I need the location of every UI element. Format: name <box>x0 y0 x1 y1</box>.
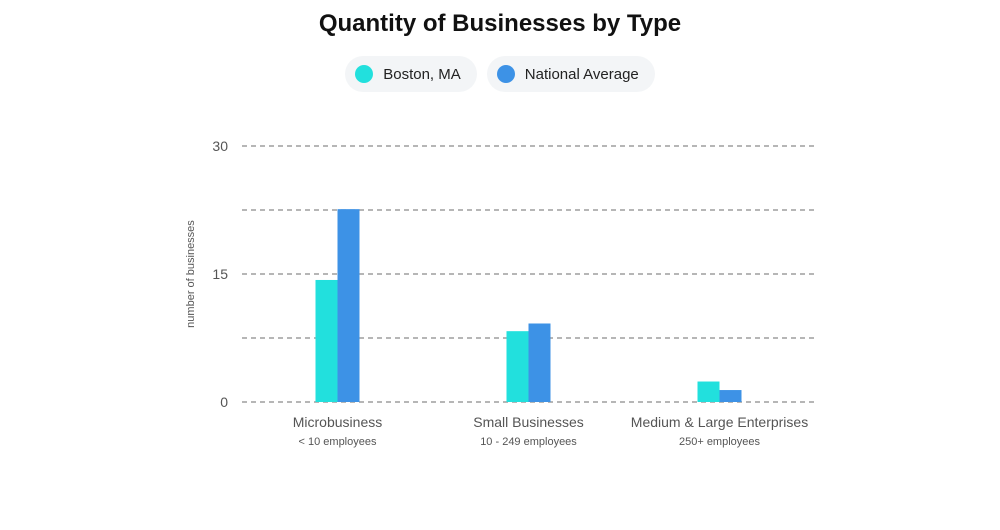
legend: Boston, MA National Average <box>0 56 1000 92</box>
x-category-label: Small Businesses <box>473 414 584 430</box>
legend-swatch-boston <box>355 65 374 83</box>
legend-swatch-national <box>496 65 515 83</box>
x-category-label: Medium & Large Enterprises <box>631 414 808 430</box>
y-tick-label: 30 <box>212 138 228 154</box>
bar-national <box>719 390 742 402</box>
legend-label-national: National Average <box>524 65 639 83</box>
y-tick-label: 0 <box>220 394 228 410</box>
legend-item-national: National Average <box>486 56 655 92</box>
x-category-sublabel: 10 - 249 employees <box>480 436 577 448</box>
chart-title: Quantity of Businesses by Type <box>318 10 682 37</box>
x-category-label: Microbusiness <box>293 414 382 430</box>
y-axis-label: number of businesses <box>185 220 197 328</box>
legend-label-boston: Boston, MA <box>383 65 461 83</box>
bar-boston <box>506 331 529 402</box>
legend-item-boston: Boston, MA <box>345 56 477 92</box>
x-category-sublabel: < 10 employees <box>299 436 377 448</box>
bar-national <box>528 323 551 402</box>
x-category-sublabel: 250+ employees <box>679 436 761 448</box>
bar-boston <box>315 279 338 402</box>
bar-national <box>337 209 360 402</box>
y-tick-label: 15 <box>212 266 228 282</box>
bar-boston <box>697 381 720 402</box>
